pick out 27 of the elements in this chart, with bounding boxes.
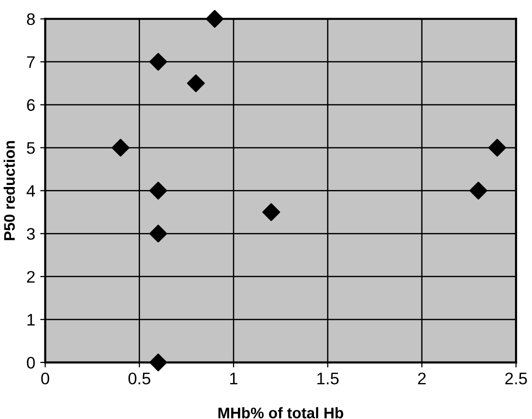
x-tick-label: 1.5 — [317, 372, 339, 384]
y-tick-label: 7 — [27, 56, 35, 68]
x-tick-label: 2.5 — [505, 372, 527, 384]
point — [262, 203, 280, 222]
y-tick-label: 5 — [26, 142, 35, 154]
point — [149, 182, 168, 200]
y-tick-label: 1 — [28, 314, 35, 326]
x-tick-label: 1 — [230, 372, 238, 384]
y-tick-label: 6 — [27, 99, 35, 111]
point — [149, 52, 168, 71]
y-tick-label: 4 — [26, 185, 36, 197]
point — [206, 10, 224, 28]
point — [112, 138, 130, 157]
x-tick-label: 0.5 — [128, 372, 150, 384]
point — [186, 74, 205, 92]
x-tick-label: 2 — [418, 372, 426, 384]
point — [149, 354, 168, 372]
point — [149, 224, 168, 243]
y-tick-label: 2 — [27, 270, 35, 283]
x-tick-label: 0 — [41, 372, 50, 384]
y-tick-label: 8 — [26, 13, 35, 26]
point — [488, 138, 506, 157]
y-axis-title: P50 reduction — [4, 141, 15, 240]
y-tick-label: 0 — [26, 356, 35, 369]
point — [469, 182, 488, 200]
y-tick-label: 3 — [26, 228, 35, 240]
x-axis-title: MHb% of total Hb — [218, 407, 344, 418]
